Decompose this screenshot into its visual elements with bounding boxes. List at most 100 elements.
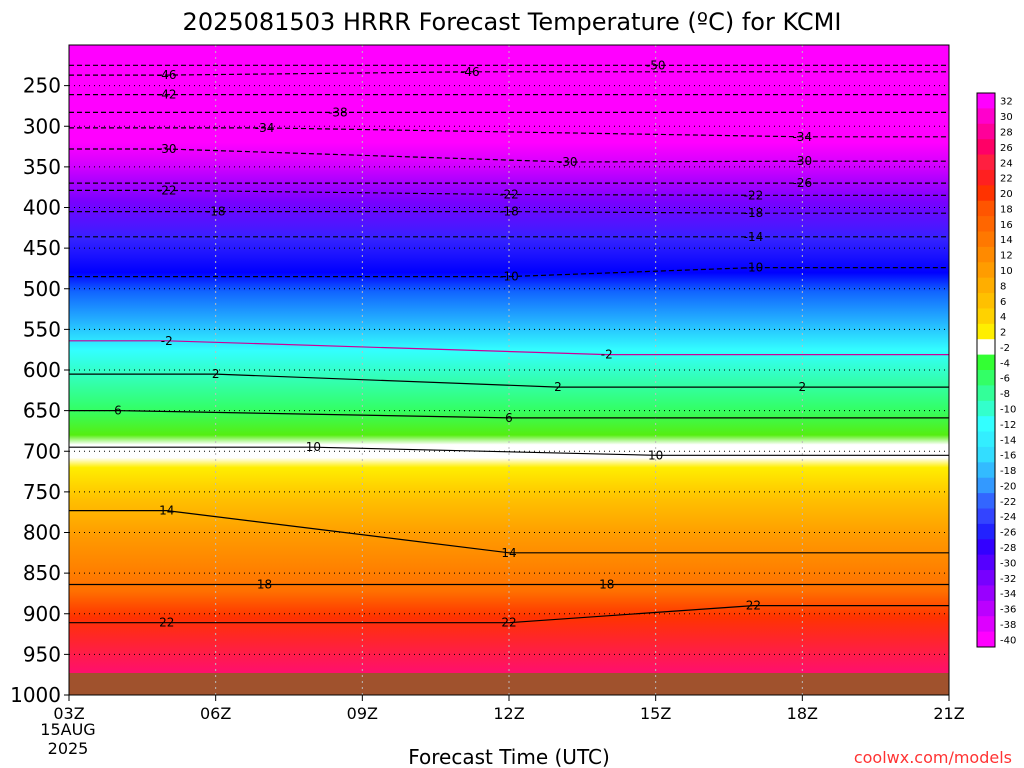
contour-label: 18 <box>257 578 272 592</box>
contour-label: -30 <box>157 142 177 156</box>
colorbar-swatch <box>977 523 995 540</box>
y-tick-label: 900 <box>23 602 61 626</box>
colorbar-swatch <box>977 339 995 356</box>
contour-label: 10 <box>306 440 321 454</box>
colorbar-swatch <box>977 231 995 248</box>
colorbar-label: 18 <box>1000 204 1013 215</box>
colorbar-swatch <box>977 354 995 371</box>
colorbar-swatch <box>977 477 995 494</box>
colorbar-swatch <box>977 493 995 509</box>
colorbar-label: -34 <box>1000 589 1016 600</box>
y-tick-label: 750 <box>23 480 61 504</box>
colorbar-label: -36 <box>1000 605 1016 616</box>
contour-label: -46 <box>460 65 480 79</box>
contour-label: 10 <box>648 448 663 462</box>
colorbar-frame <box>976 92 996 648</box>
contour-label: -18 <box>499 205 519 219</box>
x-subtitle-year: 2025 <box>48 739 89 758</box>
colorbar-swatch <box>977 416 995 433</box>
colorbar-label: -12 <box>1000 420 1016 431</box>
colorbar-swatch <box>977 293 995 309</box>
colorbar-label: 26 <box>1000 143 1013 154</box>
x-tick-label: 12Z <box>493 704 524 723</box>
colorbar-swatch <box>977 370 995 386</box>
colorbar-label: -18 <box>1000 466 1016 477</box>
contour-label: 2 <box>799 380 807 394</box>
contour-line <box>69 148 949 163</box>
y-tick-label: 850 <box>23 561 61 585</box>
colorbar-swatch <box>977 262 995 279</box>
y-tick-label: 800 <box>23 521 61 545</box>
x-axis-label: Forecast Time (UTC) <box>408 745 610 768</box>
y-tick-label: 650 <box>23 399 61 423</box>
contour-label: -26 <box>793 176 813 190</box>
colorbar-swatch <box>977 200 995 217</box>
colorbar-swatch <box>977 139 995 156</box>
x-tick-label: 18Z <box>787 704 818 723</box>
watermark-link[interactable]: coolwx.com/models <box>854 748 1012 767</box>
colorbar-swatch <box>977 216 995 232</box>
colorbar-swatch <box>977 123 995 140</box>
contour-line <box>69 127 949 138</box>
contour-line <box>69 211 949 214</box>
colorbar-label: -30 <box>1000 558 1016 569</box>
x-tick-label: 09Z <box>347 704 378 723</box>
colorbar-swatch <box>977 539 995 556</box>
x-tick-label: 15Z <box>640 704 671 723</box>
contour-line <box>69 605 949 624</box>
contour-label: 22 <box>746 599 761 613</box>
colorbar-label: 4 <box>1000 312 1006 323</box>
colorbar-label: -8 <box>1000 389 1010 400</box>
contour-label: -10 <box>499 270 519 284</box>
colorbar-swatch <box>977 600 995 617</box>
y-tick-label: 250 <box>23 74 61 98</box>
colorbar-swatch <box>977 323 995 340</box>
contour-label: -14 <box>744 230 764 244</box>
contour-label: 22 <box>501 616 516 630</box>
contour-label: 14 <box>501 546 516 560</box>
colorbar-swatch <box>977 154 995 171</box>
colorbar-label: 10 <box>1000 266 1013 277</box>
colorbar-label: 20 <box>1000 189 1013 200</box>
x-tick-label: 03Z <box>53 704 84 723</box>
colorbar-label: -16 <box>1000 451 1016 462</box>
contour-label: -2 <box>161 334 173 348</box>
contour-line <box>69 267 949 278</box>
y-tick-label: 950 <box>23 642 61 666</box>
contour-label: -18 <box>744 206 764 220</box>
x-axis: 03Z 06Z 09Z 12Z 15Z 18Z 21Z <box>53 695 965 723</box>
colorbar-swatch <box>977 431 995 448</box>
y-tick-label: 450 <box>23 236 61 260</box>
colorbar-label: 2 <box>1000 328 1006 339</box>
colorbar-label: -24 <box>1000 512 1016 523</box>
contour-label: -30 <box>558 155 578 169</box>
colorbar: 32 30 28 26 24 22 20 18 16 14 12 10 8 6 4 2 -2 -4 -6 -8 -10 -… <box>976 92 1016 648</box>
colorbar-swatch <box>977 631 995 648</box>
y-tick-label: 500 <box>23 277 61 301</box>
colorbar-label: -20 <box>1000 481 1016 492</box>
colorbar-label: 30 <box>1000 112 1013 123</box>
colorbar-label: -22 <box>1000 497 1016 508</box>
colorbar-label: -10 <box>1000 404 1016 415</box>
contour-line <box>69 510 949 554</box>
colorbar-label: 14 <box>1000 235 1013 246</box>
colorbar-swatch <box>977 462 995 479</box>
colorbar-label: -6 <box>1000 374 1010 385</box>
ground-below-surface <box>69 673 949 695</box>
colorbar-label: -40 <box>1000 635 1016 646</box>
y-tick-label: 1000 <box>10 683 61 707</box>
plot-area: -50-46 -46-42-38-34-34-30-30 -30-26-22 -22-… <box>68 44 950 696</box>
y-axis: 250 300 350 400 450 500 550 600 650 700 750 800 850 9… <box>10 74 69 707</box>
colorbar-swatch <box>977 585 995 602</box>
y-tick-label: 600 <box>23 358 61 382</box>
colorbar-swatch <box>977 169 995 186</box>
contour-label: 6 <box>114 404 122 418</box>
colorbar-label: 8 <box>1000 281 1006 292</box>
x-tick-label: 06Z <box>200 704 231 723</box>
y-tick-label: 400 <box>23 196 61 220</box>
contour-labels: -50-46 -46-42-38-34-34-30-30 -30-26-22 -22-… <box>114 58 812 629</box>
colorbar-label: -14 <box>1000 435 1016 446</box>
colorbar-swatch <box>977 400 995 417</box>
x-subtitle-date: 15AUG <box>40 720 95 739</box>
colorbar-swatch <box>977 93 995 109</box>
